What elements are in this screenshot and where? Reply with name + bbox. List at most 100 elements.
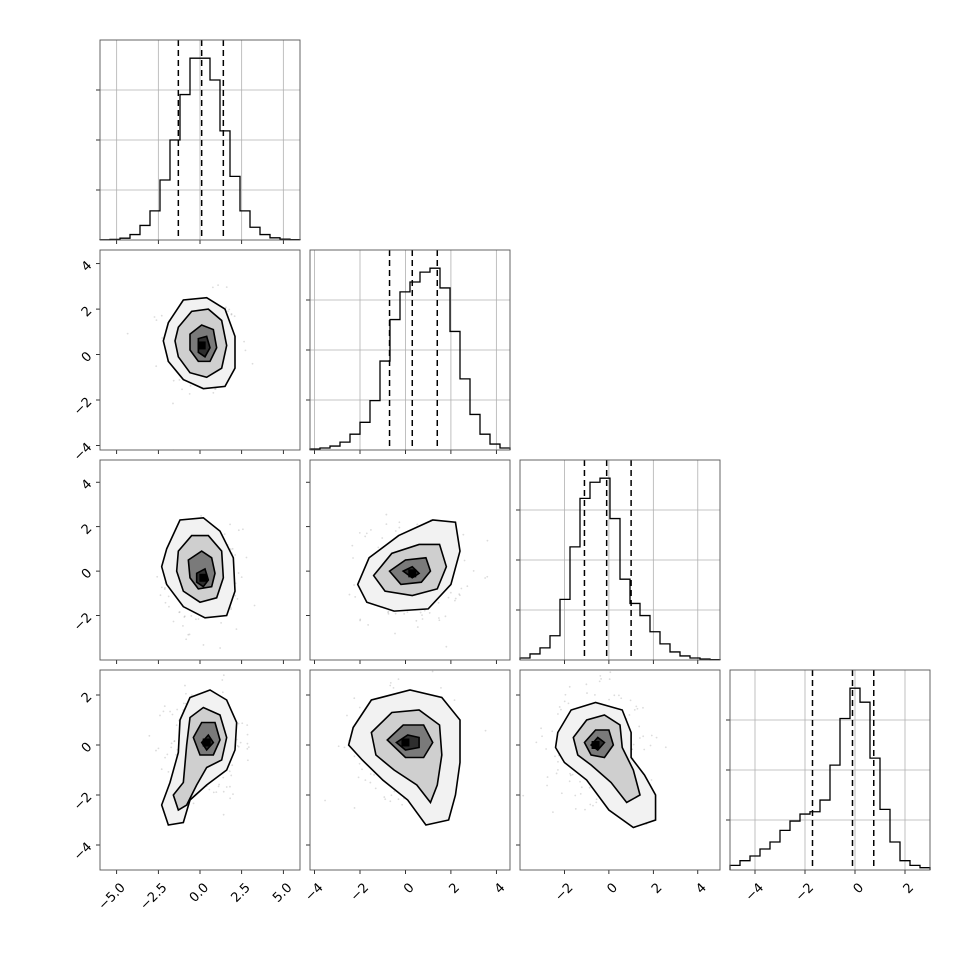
scatter-point [567,702,570,705]
scatter-point [381,537,384,539]
scatter-point [608,678,611,681]
scatter-point [219,647,222,649]
scatter-point [387,611,389,614]
scatter-point [225,286,228,289]
scatter-point [649,744,652,747]
scatter-point [574,808,577,810]
scatter-point [563,700,566,703]
scatter-point [398,521,401,524]
contour-level-0 [554,701,657,829]
scatter-point [655,736,658,739]
scatter-point [211,286,214,289]
scatter-point [609,671,612,674]
scatter-point [595,801,598,804]
scatter-point [586,692,588,694]
scatter-point [227,310,229,313]
scatter-point [394,530,397,532]
scatter-point [184,684,186,687]
scatter-point [343,746,346,749]
scatter-point [633,708,636,711]
scatter-point [231,764,234,767]
scatter-point [585,683,588,686]
scatter-point [348,593,351,596]
scatter-point [458,594,461,597]
scatter-point [484,577,487,579]
scatter-point [225,306,227,309]
scatter-point [189,384,192,387]
scatter-point [564,693,567,696]
scatter-point [237,722,240,725]
scatter-point [183,616,186,618]
scatter-point [233,315,236,318]
scatter-point [403,612,406,615]
scatter-point [246,759,249,762]
scatter-point [431,670,434,673]
scatter-point [569,774,572,777]
scatter-point [251,362,254,365]
scatter-point [230,608,233,610]
histogram-step [729,687,931,870]
scatter-point [221,679,224,681]
scatter-point [232,793,234,796]
scatter-point [236,744,239,747]
panel-frame [99,669,301,871]
scatter-point [164,586,166,589]
scatter-point [415,619,418,622]
scatter-point [369,773,372,775]
scatter-point [172,379,175,382]
scatter-point [236,598,239,600]
scatter-point [454,597,457,600]
panel-frame [729,669,931,871]
hist-panel-1 [306,249,511,454]
scatter-point [569,772,571,775]
hist-panel-2 [516,459,721,664]
contour-level-0 [356,519,461,612]
scatter-point [166,753,169,756]
density-peak [401,738,410,747]
scatter-point [157,747,160,750]
scatter-point [181,388,183,391]
contour-level-2 [583,729,615,759]
scatter-point [173,740,176,743]
scatter-point [182,702,185,705]
contour-level-3 [395,734,420,751]
scatter-point [324,799,326,802]
scatter-point [638,737,641,739]
scatter-point [438,617,440,619]
scatter-point [223,533,226,536]
scatter-point [387,612,390,615]
pair-panel-2-1 [306,459,511,664]
scatter-point [579,792,582,795]
scatter-point [428,612,431,614]
scatter-point [237,745,240,748]
scatter-point [629,699,632,702]
scatter-point [222,674,225,677]
scatter-point [229,606,232,609]
scatter-point [167,595,170,598]
scatter-point [535,741,538,744]
scatter-point [229,548,232,551]
scatter-point [246,733,249,736]
contour-level-2 [388,556,432,586]
scatter-point [552,811,554,814]
scatter-point [389,684,392,687]
scatter-point [353,755,356,758]
scatter-point [554,755,556,758]
scatter-point [392,686,395,689]
scatter-point [558,706,561,708]
scatter-point [163,705,166,708]
scatter-point [200,514,203,517]
scatter-point [163,588,166,591]
scatter-point [447,596,450,599]
scatter-point [231,547,234,550]
scatter-point [353,807,356,809]
scatter-point [359,618,362,621]
contour-level-3 [195,567,210,588]
scatter-point [387,610,390,613]
scatter-point [245,556,248,559]
scatter-point [351,544,354,547]
scatter-point [421,614,423,617]
scatter-point [361,768,363,771]
scatter-point [159,714,161,717]
